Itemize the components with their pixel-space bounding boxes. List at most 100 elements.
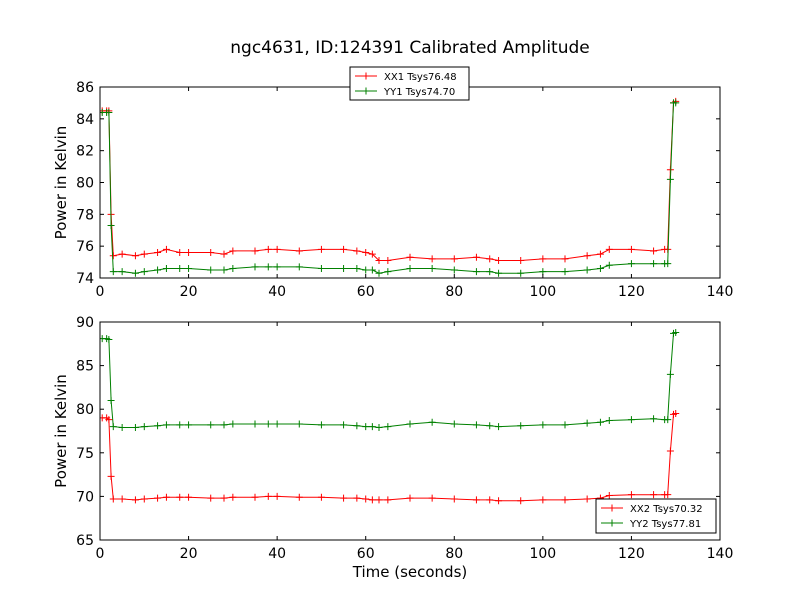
data-point — [472, 496, 480, 504]
data-point — [375, 496, 383, 504]
x-tick-label: 100 — [529, 284, 556, 300]
y-tick-label: 74 — [76, 271, 94, 287]
data-point — [140, 423, 148, 431]
data-point — [495, 256, 503, 264]
data-point — [450, 255, 458, 263]
data-point — [140, 495, 148, 503]
legend-label: YY2 Tsys77.81 — [629, 519, 701, 530]
data-point — [666, 370, 674, 378]
data-point — [317, 245, 325, 253]
data-point — [561, 268, 569, 276]
data-point — [517, 269, 525, 277]
y-tick-label: 90 — [76, 315, 94, 331]
data-point — [131, 269, 139, 277]
legend-box — [595, 498, 717, 534]
data-point — [229, 264, 237, 272]
data-point — [295, 420, 303, 428]
data-point — [472, 268, 480, 276]
y-tick-label: 84 — [76, 112, 94, 128]
data-point — [340, 494, 348, 502]
x-tick-label: 60 — [357, 284, 375, 300]
data-point — [539, 268, 547, 276]
data-point — [131, 252, 139, 260]
top-panel: 0 20 40 60 80 100 120 140 74 76 78 80 82 84 86 Power in… — [52, 66, 734, 300]
legend-swatch-marker — [608, 519, 616, 527]
data-point — [368, 266, 376, 274]
y-tick-label: 76 — [76, 239, 94, 255]
data-point — [605, 245, 613, 253]
data-point — [428, 418, 436, 426]
y-tick-label: 86 — [76, 80, 94, 96]
data-point — [154, 422, 162, 430]
data-point — [561, 496, 569, 504]
x-tick-label: 80 — [445, 284, 463, 300]
data-point — [105, 416, 113, 424]
y-axis-label: Power in Kelvin — [52, 374, 70, 488]
legend-swatch-marker — [608, 504, 616, 512]
data-point — [353, 494, 361, 502]
data-point — [486, 496, 494, 504]
data-point — [131, 496, 139, 504]
data-point — [109, 252, 117, 260]
data-point — [207, 421, 215, 429]
data-point — [140, 250, 148, 258]
data-point — [118, 268, 126, 276]
data-point — [362, 249, 370, 257]
data-point — [472, 421, 480, 429]
data-point — [561, 421, 569, 429]
data-point — [251, 263, 259, 271]
data-point — [185, 421, 193, 429]
data-point — [650, 260, 658, 268]
data-point — [220, 421, 228, 429]
data-point — [650, 247, 658, 255]
data-point — [583, 495, 591, 503]
data-point — [605, 492, 613, 500]
data-point — [664, 491, 672, 499]
data-point — [362, 495, 370, 503]
data-point — [517, 497, 525, 505]
data-point — [664, 416, 672, 424]
data-point — [368, 496, 376, 504]
data-point — [220, 250, 228, 258]
data-point — [107, 221, 115, 229]
y-tick-label: 80 — [76, 402, 94, 418]
data-point — [229, 493, 237, 501]
data-point — [605, 261, 613, 269]
data-point — [185, 493, 193, 501]
x-tick-label: 100 — [529, 546, 556, 562]
data-point — [583, 419, 591, 427]
data-point — [664, 260, 672, 268]
data-point — [495, 423, 503, 431]
data-point — [273, 263, 281, 271]
data-point — [162, 421, 170, 429]
data-point — [495, 269, 503, 277]
data-point — [118, 424, 126, 432]
data-point — [185, 264, 193, 272]
data-point — [450, 266, 458, 274]
series-group — [100, 328, 680, 505]
data-point — [375, 256, 383, 264]
data-point — [273, 245, 281, 253]
data-point — [450, 495, 458, 503]
data-point — [406, 420, 414, 428]
data-point — [140, 268, 148, 276]
data-point — [666, 175, 674, 183]
data-point — [105, 108, 113, 116]
data-point — [406, 494, 414, 502]
data-point — [264, 420, 272, 428]
data-point — [539, 421, 547, 429]
x-tick-label: 140 — [707, 284, 734, 300]
y-tick-label: 82 — [76, 144, 94, 160]
data-point — [176, 421, 184, 429]
legend-label: XX2 Tsys70.32 — [630, 504, 703, 515]
x-tick-label: 0 — [96, 284, 105, 300]
data-point — [486, 422, 494, 430]
data-point — [605, 417, 613, 425]
data-point — [229, 420, 237, 428]
data-point — [264, 245, 272, 253]
x-axis-label: Time (seconds) — [352, 563, 468, 581]
data-point — [428, 264, 436, 272]
data-point — [666, 447, 674, 455]
y-tick-label: 80 — [76, 176, 94, 192]
